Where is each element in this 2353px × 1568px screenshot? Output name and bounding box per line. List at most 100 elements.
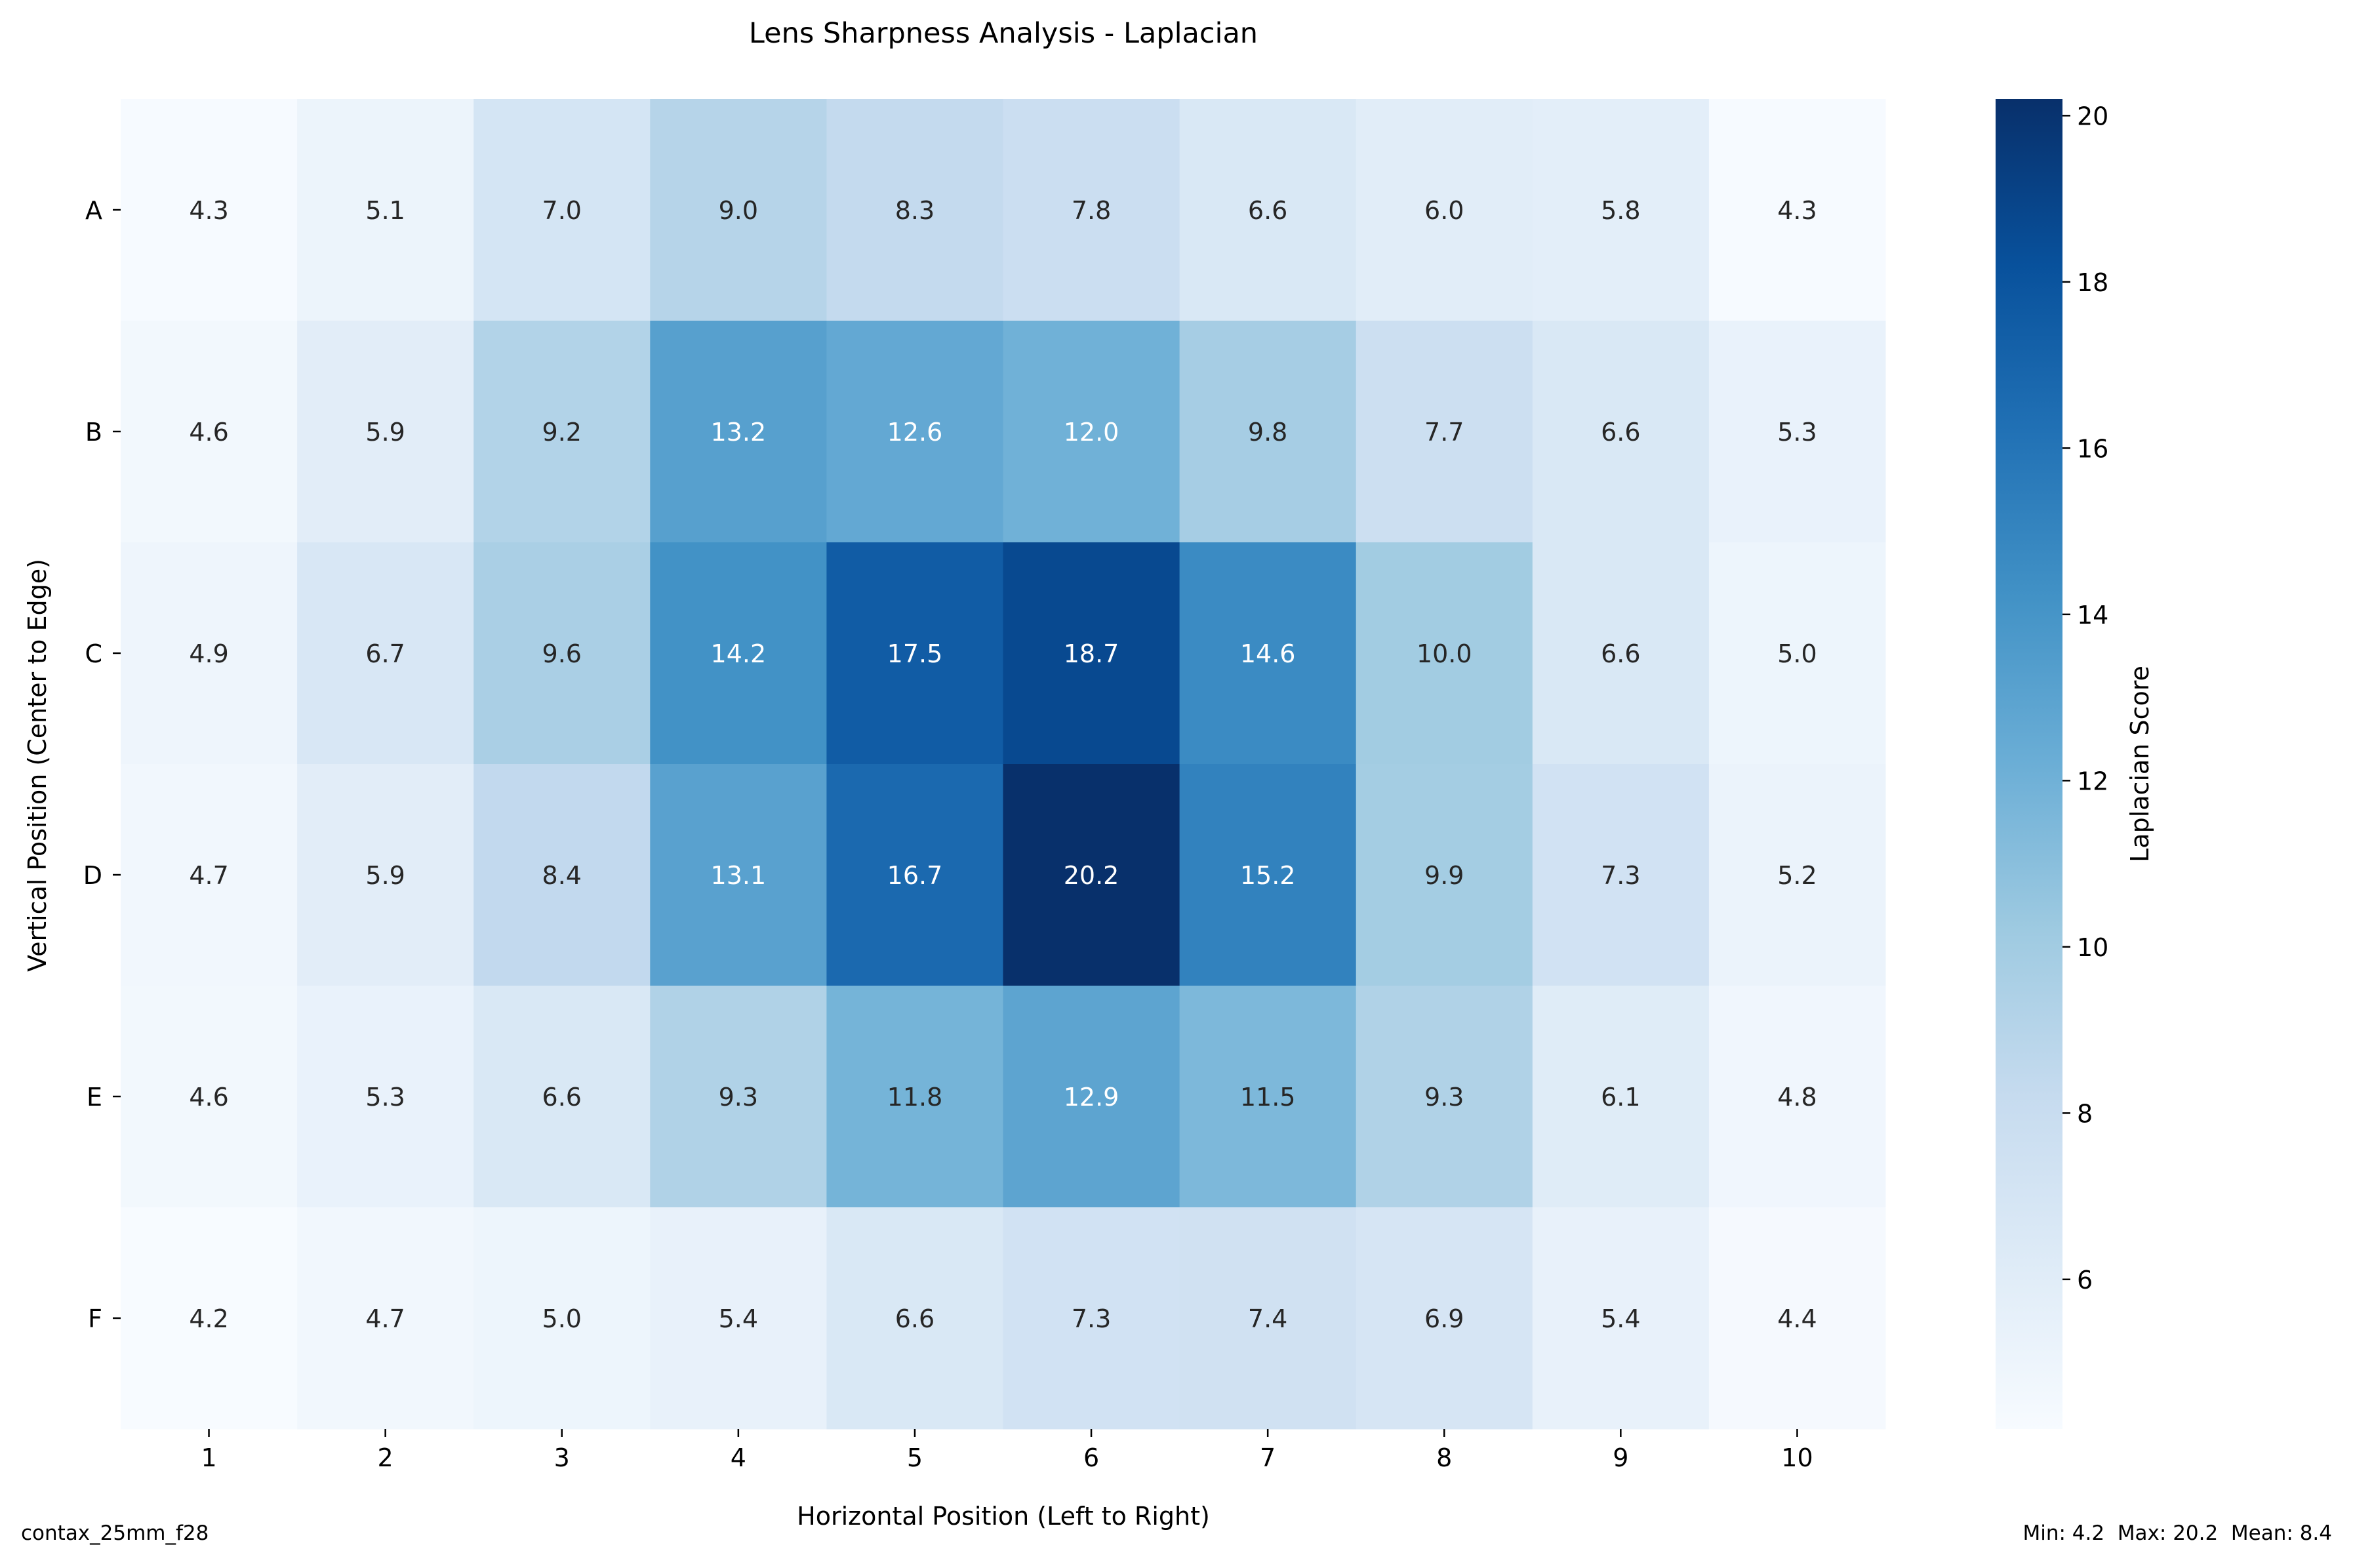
heatmap-cell-value: 7.3 xyxy=(1072,1304,1111,1333)
heatmap-cell xyxy=(826,1207,1003,1430)
heatmap-cell xyxy=(121,542,298,765)
heatmap-cell xyxy=(121,986,298,1208)
heatmap-cell-value: 4.2 xyxy=(189,1304,228,1333)
colorbar-tick-label: 20 xyxy=(2077,102,2108,131)
y-axis: A B C D E F xyxy=(83,196,121,1333)
heatmap-cell xyxy=(121,321,298,543)
heatmap-cell-value: 5.9 xyxy=(365,861,405,890)
heatmap-cell xyxy=(826,99,1003,321)
heatmap-cell-value: 5.9 xyxy=(365,418,405,447)
heatmap-cell xyxy=(1179,321,1357,543)
heatmap-cell-value: 6.6 xyxy=(1601,639,1640,668)
x-tick-label: 10 xyxy=(1781,1443,1813,1472)
heatmap-cell xyxy=(473,99,651,321)
heatmap-cell-value: 12.6 xyxy=(887,418,943,447)
heatmap-cell-value: 5.1 xyxy=(365,196,405,225)
heatmap-cell-value: 18.7 xyxy=(1064,639,1119,668)
colorbar-tick-label: 8 xyxy=(2077,1099,2093,1128)
x-tick-label: 3 xyxy=(554,1443,570,1472)
heatmap-cell xyxy=(1532,764,1710,986)
heatmap-cell-value: 7.4 xyxy=(1248,1304,1287,1333)
heatmap-cell-value: 4.3 xyxy=(1777,196,1817,225)
colorbar-tick-label: 16 xyxy=(2077,434,2108,463)
heatmap-cell-value: 9.2 xyxy=(542,418,582,447)
heatmap-cell xyxy=(297,764,474,986)
heatmap-cell xyxy=(1532,986,1710,1208)
heatmap-cell-value: 10.0 xyxy=(1417,639,1472,668)
heatmap-cell xyxy=(826,321,1003,543)
y-axis-label: Vertical Position (Center to Edge) xyxy=(23,559,52,972)
heatmap-cell xyxy=(1356,1207,1533,1430)
heatmap-cell xyxy=(1532,321,1710,543)
heatmap-cell xyxy=(1179,542,1357,765)
footer-left-text: contax_25mm_f28 xyxy=(21,1521,209,1545)
heatmap-cell xyxy=(1708,542,1886,765)
heatmap-cell xyxy=(650,542,827,765)
heatmap-cell-value: 15.2 xyxy=(1240,861,1296,890)
heatmap-cell-value: 8.3 xyxy=(895,196,935,225)
x-tick-label: 6 xyxy=(1083,1443,1099,1472)
heatmap-cell xyxy=(1532,542,1710,765)
heatmap-cell xyxy=(1356,986,1533,1208)
x-axis-label: Horizontal Position (Left to Right) xyxy=(797,1502,1210,1531)
heatmap-cell xyxy=(1356,764,1533,986)
heatmap-cell xyxy=(473,1207,651,1430)
y-tick-label: C xyxy=(85,639,102,668)
heatmap-cell-value: 7.0 xyxy=(542,196,582,225)
heatmap-cell-value: 8.4 xyxy=(542,861,582,890)
x-tick-label: 9 xyxy=(1613,1443,1628,1472)
heatmap-cell xyxy=(1003,986,1180,1208)
heatmap-cell xyxy=(1179,1207,1357,1430)
heatmap-cell xyxy=(1003,1207,1180,1430)
heatmap-cell-value: 6.6 xyxy=(1248,196,1287,225)
footer-stats-text: Min: 4.2 Max: 20.2 Mean: 8.4 xyxy=(2023,1521,2333,1545)
heatmap-cell-value: 5.2 xyxy=(1777,861,1817,890)
heatmap-cell xyxy=(650,1207,827,1430)
heatmap-cell-value: 4.6 xyxy=(189,418,228,447)
heatmap-cell xyxy=(473,986,651,1208)
heatmap-cells xyxy=(121,99,1886,1430)
heatmap-cell-value: 13.2 xyxy=(711,418,767,447)
heatmap-cell xyxy=(826,986,1003,1208)
colorbar-tick-label: 10 xyxy=(2077,933,2108,962)
heatmap-cell xyxy=(297,542,474,765)
y-tick-label: A xyxy=(85,196,102,225)
colorbar-gradient xyxy=(1996,99,2062,1429)
y-tick-label: F xyxy=(88,1304,102,1333)
colorbar-tick-label: 12 xyxy=(2077,767,2108,795)
heatmap-cell xyxy=(650,321,827,543)
chart-title: Lens Sharpness Analysis - Laplacian xyxy=(749,17,1258,50)
heatmap-cell-value: 5.8 xyxy=(1601,196,1640,225)
colorbar-tick-label: 6 xyxy=(2077,1266,2093,1295)
heatmap-cell-value: 9.8 xyxy=(1248,418,1287,447)
heatmap-cell xyxy=(1708,1207,1886,1430)
heatmap-cell-value: 13.1 xyxy=(711,861,767,890)
heatmap-cell xyxy=(1356,99,1533,321)
heatmap-cell-value: 6.9 xyxy=(1424,1304,1464,1333)
heatmap-cell xyxy=(121,99,298,321)
heatmap-cell xyxy=(297,1207,474,1430)
heatmap-cell-value: 6.1 xyxy=(1601,1083,1640,1112)
heatmap-cell-value: 11.8 xyxy=(887,1083,943,1112)
heatmap-cell xyxy=(1708,99,1886,321)
heatmap-cell-value: 14.2 xyxy=(711,639,767,668)
heatmap-cell-value: 6.7 xyxy=(365,639,405,668)
heatmap-cell xyxy=(297,99,474,321)
heatmap-cell xyxy=(1003,99,1180,321)
heatmap-cell xyxy=(1708,764,1886,986)
heatmap-cell-value: 4.6 xyxy=(189,1083,228,1112)
heatmap-cell xyxy=(473,764,651,986)
heatmap-cell xyxy=(1179,764,1357,986)
heatmap-cell-value: 12.9 xyxy=(1064,1083,1119,1112)
heatmap-cell-value: 5.0 xyxy=(542,1304,582,1333)
heatmap-cell xyxy=(650,764,827,986)
colorbar-ticks: 6 8 10 12 14 16 18 20 xyxy=(2062,102,2108,1295)
x-tick-label: 8 xyxy=(1436,1443,1452,1472)
heatmap-cell-value: 5.3 xyxy=(365,1083,405,1112)
heatmap-cell-value: 14.6 xyxy=(1240,639,1296,668)
x-axis: 1 2 3 4 5 6 7 8 9 10 xyxy=(201,1429,1813,1472)
heatmap-cell-labels: 4.3 5.1 7.0 9.0 8.3 7.8 6.6 6.0 5.8 4.3 4.6 5.9 9.2 1… xyxy=(189,196,1817,1333)
x-tick-label: 4 xyxy=(731,1443,746,1472)
heatmap-cell xyxy=(826,764,1003,986)
